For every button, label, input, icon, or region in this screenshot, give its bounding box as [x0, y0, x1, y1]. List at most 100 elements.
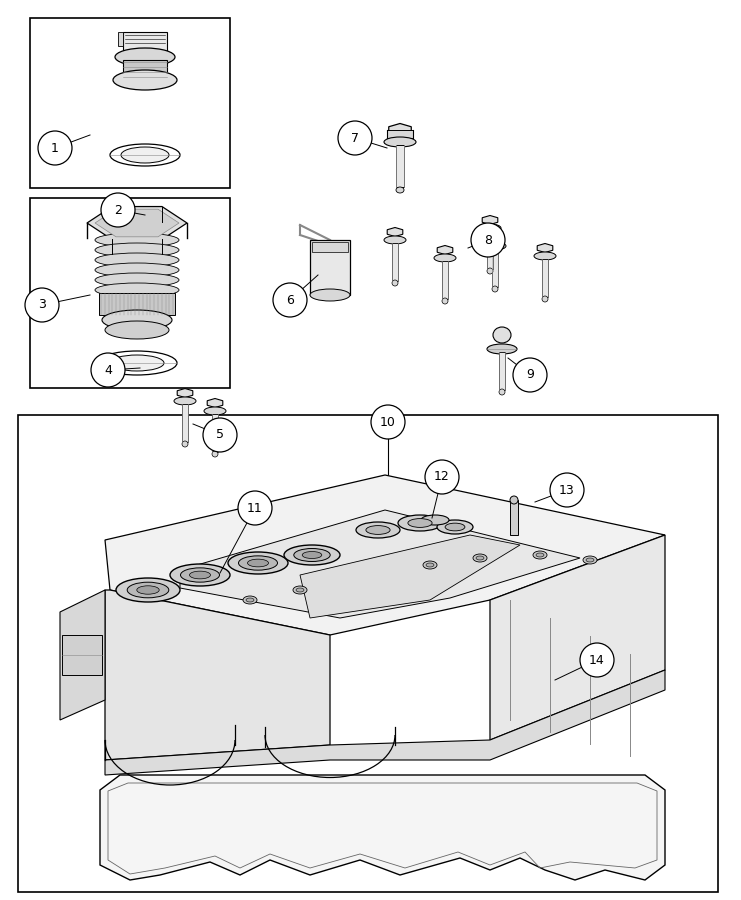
- Polygon shape: [105, 475, 665, 635]
- Polygon shape: [105, 670, 665, 775]
- Ellipse shape: [479, 224, 501, 232]
- Ellipse shape: [181, 568, 219, 582]
- Circle shape: [425, 460, 459, 494]
- Text: 1: 1: [51, 141, 59, 155]
- Ellipse shape: [445, 523, 465, 531]
- Circle shape: [550, 473, 584, 507]
- Bar: [542, 259, 548, 297]
- Bar: [442, 261, 448, 299]
- Ellipse shape: [212, 451, 218, 457]
- Ellipse shape: [247, 559, 268, 567]
- Circle shape: [580, 643, 614, 677]
- Ellipse shape: [384, 236, 406, 244]
- Bar: [99, 293, 175, 315]
- Text: 2: 2: [114, 203, 122, 217]
- Bar: [392, 243, 398, 281]
- Ellipse shape: [170, 564, 230, 586]
- Polygon shape: [177, 389, 193, 398]
- Polygon shape: [437, 246, 453, 255]
- Ellipse shape: [536, 553, 544, 557]
- Polygon shape: [207, 399, 223, 408]
- Ellipse shape: [586, 558, 594, 562]
- Ellipse shape: [182, 441, 188, 447]
- Ellipse shape: [398, 515, 442, 531]
- Ellipse shape: [542, 296, 548, 302]
- Ellipse shape: [499, 389, 505, 395]
- Bar: [212, 414, 218, 452]
- Bar: [18, 415, 718, 892]
- Polygon shape: [60, 590, 105, 720]
- Ellipse shape: [408, 518, 432, 527]
- Text: 6: 6: [286, 293, 294, 307]
- Ellipse shape: [293, 548, 330, 562]
- Bar: [510, 500, 518, 535]
- Circle shape: [338, 121, 372, 155]
- Ellipse shape: [95, 283, 179, 297]
- Polygon shape: [482, 215, 498, 224]
- Circle shape: [273, 283, 307, 317]
- Polygon shape: [388, 228, 403, 237]
- Circle shape: [91, 353, 125, 387]
- Text: 3: 3: [38, 299, 46, 311]
- Ellipse shape: [583, 556, 597, 564]
- Ellipse shape: [116, 578, 180, 602]
- Polygon shape: [537, 244, 553, 253]
- Polygon shape: [95, 209, 179, 237]
- Circle shape: [38, 131, 72, 165]
- Bar: [30, 198, 230, 388]
- Ellipse shape: [384, 137, 416, 147]
- Ellipse shape: [284, 545, 340, 565]
- Text: 9: 9: [526, 368, 534, 382]
- Polygon shape: [490, 535, 665, 740]
- Text: 14: 14: [589, 653, 605, 667]
- Circle shape: [513, 358, 547, 392]
- Text: 8: 8: [484, 233, 492, 247]
- Text: 4: 4: [104, 364, 112, 376]
- Text: 5: 5: [216, 428, 224, 442]
- Ellipse shape: [492, 286, 498, 292]
- Bar: [312, 242, 348, 252]
- Ellipse shape: [127, 582, 169, 598]
- Ellipse shape: [434, 254, 456, 262]
- Ellipse shape: [204, 407, 226, 415]
- Ellipse shape: [97, 351, 177, 375]
- Circle shape: [25, 288, 59, 322]
- Ellipse shape: [510, 496, 518, 504]
- Ellipse shape: [310, 289, 350, 301]
- Bar: [182, 404, 188, 442]
- Ellipse shape: [484, 242, 506, 250]
- Ellipse shape: [174, 397, 196, 405]
- Polygon shape: [180, 510, 580, 618]
- Polygon shape: [87, 206, 187, 239]
- Ellipse shape: [392, 280, 398, 286]
- Text: 10: 10: [380, 416, 396, 428]
- Bar: [123, 32, 167, 52]
- Ellipse shape: [137, 586, 159, 594]
- Ellipse shape: [246, 598, 254, 602]
- Ellipse shape: [95, 263, 179, 277]
- Polygon shape: [105, 590, 330, 760]
- Ellipse shape: [243, 596, 257, 604]
- Ellipse shape: [366, 526, 390, 535]
- Ellipse shape: [95, 243, 179, 257]
- Ellipse shape: [105, 321, 169, 339]
- Ellipse shape: [421, 515, 449, 525]
- Polygon shape: [487, 233, 503, 242]
- Ellipse shape: [426, 563, 434, 567]
- Circle shape: [203, 418, 237, 452]
- Text: 13: 13: [559, 483, 575, 497]
- Ellipse shape: [533, 551, 547, 559]
- Ellipse shape: [423, 561, 437, 569]
- Text: 7: 7: [351, 131, 359, 145]
- Circle shape: [101, 193, 135, 227]
- Circle shape: [238, 491, 272, 525]
- Ellipse shape: [487, 268, 493, 274]
- Circle shape: [471, 223, 505, 257]
- Ellipse shape: [190, 572, 210, 579]
- Bar: [118, 32, 123, 46]
- Ellipse shape: [437, 520, 473, 534]
- Ellipse shape: [239, 556, 277, 571]
- Polygon shape: [300, 535, 520, 618]
- Ellipse shape: [534, 252, 556, 260]
- Bar: [30, 18, 230, 188]
